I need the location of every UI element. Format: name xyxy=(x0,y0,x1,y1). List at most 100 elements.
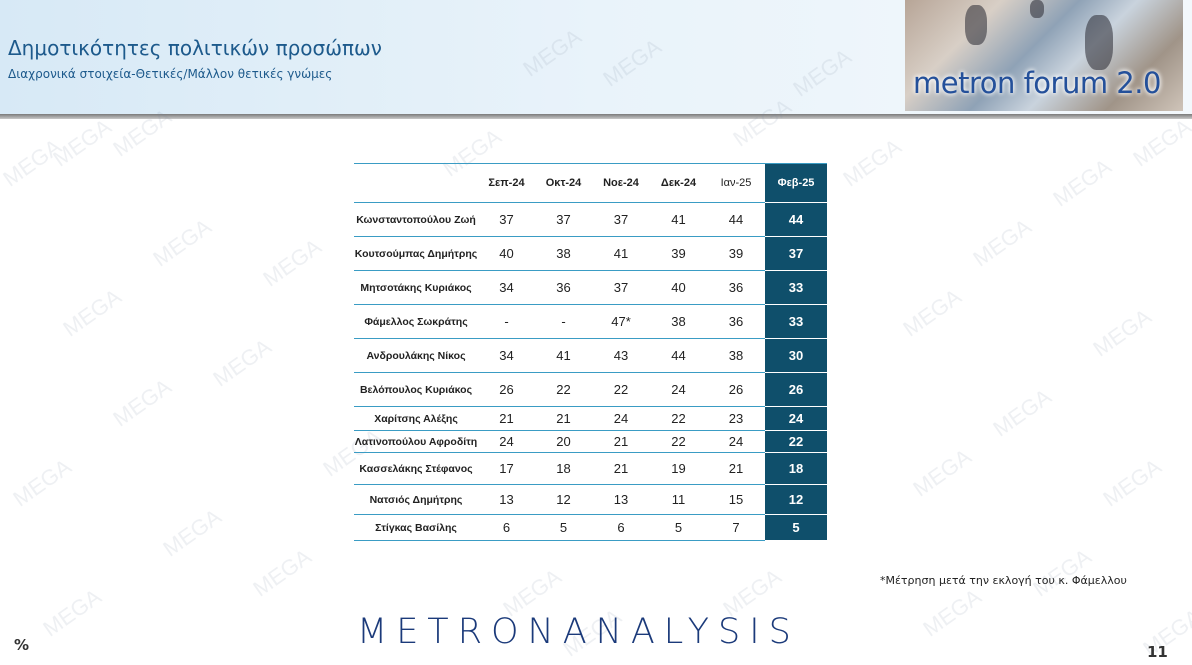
watermark: MEGA xyxy=(918,583,986,642)
rating-cell: 19 xyxy=(650,452,707,485)
rating-cell: 33 xyxy=(765,270,827,305)
page-title: Δημοτικότητες πολιτικών προσώπων xyxy=(8,36,382,60)
watermark: MEGA xyxy=(1098,453,1166,512)
rating-cell: 44 xyxy=(650,338,707,373)
column-header: Νοε-24 xyxy=(592,163,650,203)
watermark: MEGA xyxy=(968,213,1036,272)
rating-cell: 26 xyxy=(478,372,535,407)
rating-cell: 22 xyxy=(535,372,592,407)
table-row: Κασσελάκης Στέφανος 17 18 21 19 21 18 xyxy=(354,452,827,485)
rating-cell: 11 xyxy=(650,484,707,515)
rating-cell: 6 xyxy=(592,514,650,541)
table-row: Μητσοτάκης Κυριάκος 34 36 37 40 36 33 xyxy=(354,270,827,305)
rating-cell: 39 xyxy=(707,236,765,271)
rating-cell: 40 xyxy=(478,236,535,271)
rating-cell: 44 xyxy=(707,202,765,237)
logo-text: metron forum 2.0 xyxy=(913,66,1161,100)
watermark: MEGA xyxy=(8,453,76,512)
rating-cell: 24 xyxy=(650,372,707,407)
table-row: Βελόπουλος Κυριάκος 26 22 22 24 26 26 xyxy=(354,372,827,407)
watermark: MEGA xyxy=(908,443,976,502)
rating-cell: 21 xyxy=(592,430,650,453)
rating-cell: 41 xyxy=(650,202,707,237)
rating-cell: 6 xyxy=(478,514,535,541)
rating-cell: 13 xyxy=(478,484,535,515)
watermark: MEGA xyxy=(38,583,106,642)
politician-name: Μητσοτάκης Κυριάκος xyxy=(354,270,478,305)
rating-cell: 5 xyxy=(765,514,827,541)
rating-cell: 18 xyxy=(765,452,827,485)
rating-cell: 21 xyxy=(535,406,592,431)
rating-cell: 33 xyxy=(765,304,827,339)
column-header: Σεπ-24 xyxy=(478,163,535,203)
metron-analysis-logo: METRONANALYSIS xyxy=(357,612,800,652)
rating-cell: 36 xyxy=(707,304,765,339)
rating-cell: 7 xyxy=(707,514,765,541)
rating-cell: 37 xyxy=(535,202,592,237)
rating-cell: 34 xyxy=(478,270,535,305)
watermark: MEGA xyxy=(838,133,906,192)
rating-cell: 26 xyxy=(765,372,827,407)
watermark: MEGA xyxy=(1048,153,1116,212)
watermark: MEGA xyxy=(258,233,326,292)
table-row: Κουτσούμπας Δημήτρης 40 38 41 39 39 37 xyxy=(354,236,827,271)
rating-cell: 43 xyxy=(592,338,650,373)
rating-cell: 12 xyxy=(765,484,827,515)
table-row: Φάμελλος Σωκράτης - -47* 38 36 33 xyxy=(354,304,827,339)
rating-cell: 18 xyxy=(535,452,592,485)
column-header: Δεκ-24 xyxy=(650,163,707,203)
rating-cell: 47* xyxy=(592,304,650,339)
rating-cell: 37 xyxy=(478,202,535,237)
table-row: Κωνσταντοπούλου Ζωή 37 37 37 41 44 44 xyxy=(354,202,827,237)
rating-cell: 38 xyxy=(707,338,765,373)
watermark: MEGA xyxy=(1028,543,1096,602)
table-row: Λατινοπούλου Αφροδίτη 24 20 21 22 24 22 xyxy=(354,430,827,453)
popularity-table: Σεπ-24 Οκτ-24 Νοε-24 Δεκ-24 Ιαν-25 Φεβ-25 Κων… xyxy=(354,163,827,541)
watermark: MEGA xyxy=(988,383,1056,442)
politician-name: Νατσιός Δημήτρης xyxy=(354,484,478,515)
footnote: *Μέτρηση μετά την εκλογή του κ. Φάμελλου xyxy=(880,574,1127,587)
rating-cell: 12 xyxy=(535,484,592,515)
rating-cell: 23 xyxy=(707,406,765,431)
politician-name: Κωνσταντοπούλου Ζωή xyxy=(354,202,478,237)
rating-cell: 22 xyxy=(592,372,650,407)
rating-cell: 24 xyxy=(478,430,535,453)
column-header: Ιαν-25 xyxy=(707,163,765,203)
politician-name: Κουτσούμπας Δημήτρης xyxy=(354,236,478,271)
rating-cell: - xyxy=(535,304,592,339)
rating-cell: 44 xyxy=(765,202,827,237)
rating-cell: 24 xyxy=(765,406,827,431)
politician-name: Βελόπουλος Κυριάκος xyxy=(354,372,478,407)
politician-name: Φάμελλος Σωκράτης xyxy=(354,304,478,339)
header-divider xyxy=(0,114,1192,119)
metron-forum-logo: metron forum 2.0 xyxy=(905,0,1183,111)
rating-cell: 20 xyxy=(535,430,592,453)
rating-cell: 5 xyxy=(535,514,592,541)
watermark: MEGA xyxy=(48,113,116,172)
table-row: Ανδρουλάκης Νίκος 34 41 43 44 38 30 xyxy=(354,338,827,373)
watermark: MEGA xyxy=(58,283,126,342)
politician-name: Λατινοπούλου Αφροδίτη xyxy=(354,430,478,453)
page-number: 11 xyxy=(1147,643,1168,661)
rating-cell: 26 xyxy=(707,372,765,407)
watermark: MEGA xyxy=(1088,303,1156,362)
rating-cell: 34 xyxy=(478,338,535,373)
rating-cell: 40 xyxy=(650,270,707,305)
rating-cell: 21 xyxy=(478,406,535,431)
rating-cell: 21 xyxy=(707,452,765,485)
rating-cell: 22 xyxy=(650,406,707,431)
rating-cell: 36 xyxy=(535,270,592,305)
table-row: Στίγκας Βασίλης 6 5 6 5 7 5 xyxy=(354,514,827,541)
rating-cell: 39 xyxy=(650,236,707,271)
rating-cell: 37 xyxy=(592,270,650,305)
rating-cell: - xyxy=(478,304,535,339)
table-row: Χαρίτσης Αλέξης 21 21 24 22 23 24 xyxy=(354,406,827,431)
politician-name: Χαρίτσης Αλέξης xyxy=(354,406,478,431)
rating-cell: 21 xyxy=(592,452,650,485)
rating-cell: 17 xyxy=(478,452,535,485)
table-row: Νατσιός Δημήτρης 13 12 13 11 15 12 xyxy=(354,484,827,515)
politician-name: Στίγκας Βασίλης xyxy=(354,514,478,541)
rating-cell: 5 xyxy=(650,514,707,541)
column-header: Φεβ-25 xyxy=(765,163,827,203)
rating-cell: 30 xyxy=(765,338,827,373)
